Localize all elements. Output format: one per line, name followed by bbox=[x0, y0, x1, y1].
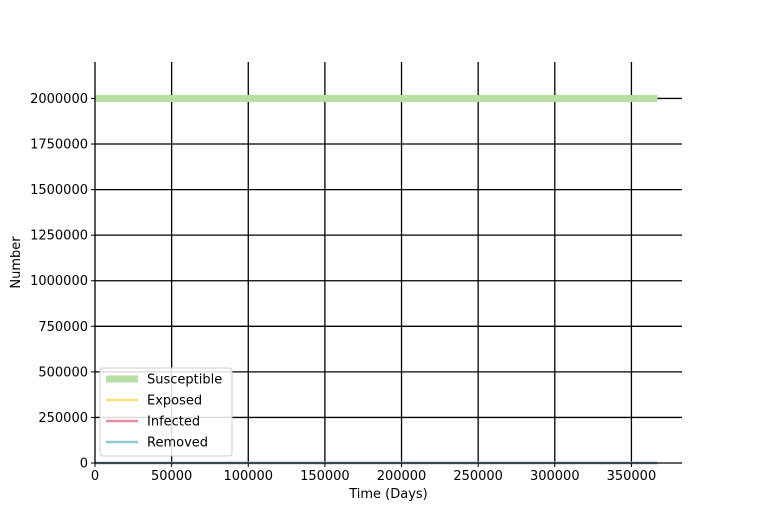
y-axis-label: Number bbox=[9, 236, 24, 289]
x-tick-label: 150000 bbox=[300, 469, 350, 484]
y-tick-label: 1750000 bbox=[30, 138, 88, 153]
x-tick-labels: 0 50000 100000 150000 200000 250000 300000 3500… bbox=[91, 469, 656, 484]
x-tick-label: 300000 bbox=[530, 469, 580, 484]
legend-label-removed: Removed bbox=[147, 436, 208, 451]
legend-box bbox=[99, 367, 233, 457]
x-axis-label: Time (Days) bbox=[348, 487, 428, 502]
grid bbox=[95, 62, 682, 463]
y-tick-label: 1250000 bbox=[30, 229, 88, 244]
x-tick-label: 50000 bbox=[151, 469, 192, 484]
y-tick-label: 500000 bbox=[38, 365, 88, 380]
y-tick-label: 1000000 bbox=[30, 274, 88, 289]
x-tick-label: 350000 bbox=[607, 469, 657, 484]
x-tick-label: 100000 bbox=[223, 469, 273, 484]
y-tick-label: 1500000 bbox=[30, 183, 88, 198]
y-tick-label: 2000000 bbox=[30, 92, 88, 107]
legend-label-susceptible: Susceptible bbox=[147, 373, 222, 388]
x-tick-label: 0 bbox=[91, 469, 99, 484]
y-tick-label: 250000 bbox=[38, 411, 88, 426]
x-tick-label: 200000 bbox=[377, 469, 427, 484]
legend-label-infected: Infected bbox=[147, 415, 200, 430]
x-tick-label: 250000 bbox=[453, 469, 503, 484]
axes bbox=[91, 62, 682, 467]
legend: Susceptible Exposed Infected Removed bbox=[99, 367, 233, 457]
y-tick-label: 0 bbox=[80, 457, 88, 472]
y-tick-label: 750000 bbox=[38, 320, 88, 335]
legend-label-exposed: Exposed bbox=[147, 394, 202, 409]
y-tick-labels: 0 250000 500000 750000 1000000 1250000 1500000… bbox=[30, 92, 88, 472]
